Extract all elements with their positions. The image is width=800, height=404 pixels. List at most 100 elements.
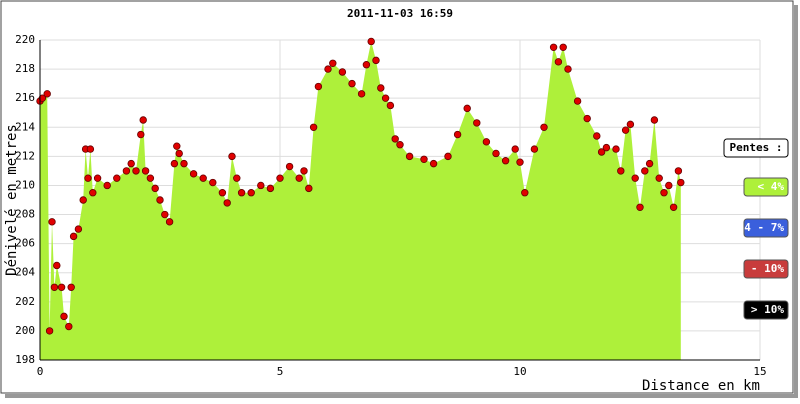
point [338, 68, 347, 76]
point [540, 123, 548, 131]
point [139, 116, 147, 124]
point [501, 157, 510, 165]
y-tick-label: 218 [15, 62, 35, 75]
point [237, 189, 246, 197]
point [593, 132, 601, 140]
point [396, 141, 404, 149]
point [660, 189, 668, 197]
y-tick-label: 200 [15, 324, 35, 337]
point [453, 130, 462, 139]
point [60, 312, 68, 321]
point [645, 159, 654, 168]
point [113, 174, 121, 182]
point [386, 101, 395, 110]
point [180, 159, 188, 168]
chart-title: 2011-11-03 16:59 [347, 7, 453, 20]
point [209, 178, 217, 187]
point [86, 145, 95, 153]
point [650, 116, 659, 124]
point [199, 174, 207, 182]
x-tick-label: 5 [277, 365, 284, 378]
point [295, 174, 303, 182]
point [621, 126, 630, 134]
point [641, 167, 649, 175]
legend-swatch [743, 177, 789, 197]
point [655, 174, 663, 182]
point [69, 232, 78, 241]
point [482, 138, 491, 146]
legend-swatch [743, 218, 789, 238]
point [45, 327, 54, 335]
point [444, 152, 452, 161]
point [43, 90, 51, 98]
y-tick-label: 210 [15, 178, 35, 191]
x-tick-label: 0 [37, 365, 44, 378]
legend-title-box [723, 138, 789, 158]
point [583, 114, 591, 123]
frame-shadow [5, 394, 798, 398]
y-tick-label: 198 [15, 353, 35, 366]
point [521, 189, 529, 197]
point [93, 174, 102, 182]
point [233, 174, 241, 182]
point [50, 283, 59, 291]
x-tick-label: 15 [753, 365, 766, 378]
legend-label: > 10% [751, 303, 784, 316]
legend-swatch [743, 300, 789, 320]
point [218, 189, 227, 197]
point [669, 203, 678, 211]
point [362, 61, 371, 69]
point [89, 189, 97, 197]
legend-label: 7 - 10% [738, 262, 785, 275]
point [84, 174, 92, 182]
legend-title: Pentes : [730, 141, 783, 154]
point [677, 178, 685, 187]
point [324, 65, 332, 73]
point [127, 159, 135, 168]
point [161, 210, 169, 219]
point [530, 145, 539, 153]
y-tick-label: 214 [15, 120, 35, 133]
point [377, 84, 385, 92]
y-tick-label: 216 [15, 91, 35, 104]
point [381, 94, 390, 102]
point [573, 97, 582, 105]
point [473, 119, 481, 127]
point [665, 181, 673, 190]
point [151, 184, 159, 193]
point [549, 43, 558, 51]
point [165, 218, 174, 226]
point [173, 142, 181, 150]
y-tick-label: 206 [15, 237, 35, 250]
point [74, 225, 83, 233]
point [67, 283, 75, 291]
point [132, 167, 140, 175]
y-tick-label: 220 [15, 33, 35, 46]
point [48, 218, 56, 226]
point [617, 167, 625, 175]
point [314, 82, 323, 91]
point [38, 94, 47, 102]
point [631, 174, 639, 182]
frame-shadow [794, 5, 798, 397]
point [305, 184, 313, 193]
y-axis-label: Dénivelé en metres [4, 124, 20, 276]
point [463, 104, 471, 113]
point [276, 174, 284, 182]
point [257, 181, 265, 190]
point [53, 261, 61, 270]
y-tick-label: 208 [15, 208, 35, 221]
point [175, 149, 183, 158]
point [348, 79, 356, 88]
point [57, 283, 66, 291]
point [367, 37, 375, 46]
point [156, 196, 164, 204]
y-tick-label: 212 [15, 149, 35, 162]
point [189, 170, 198, 178]
legend-label: 4 - 7% [744, 221, 784, 234]
point [602, 143, 611, 152]
point [103, 181, 111, 190]
point [516, 158, 524, 166]
point [420, 155, 428, 163]
